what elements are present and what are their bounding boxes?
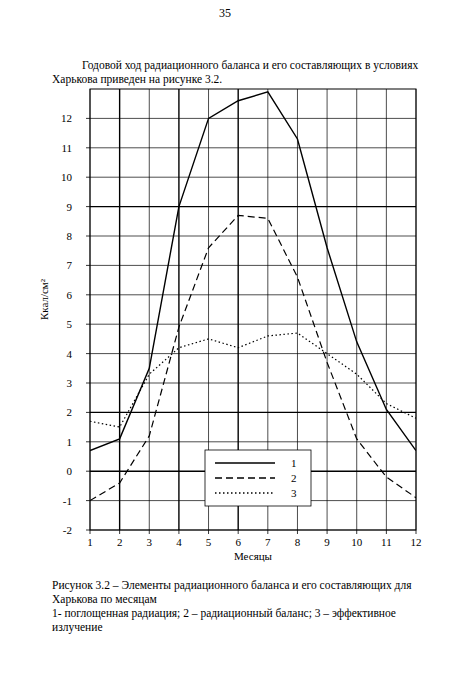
x-axis-label: Месяцы [234,550,273,562]
x-tick-label: 4 [176,536,182,548]
y-tick [86,118,90,119]
y-tick [86,236,90,237]
x-tick-label: 12 [411,536,422,548]
y-tick-label: 6 [67,289,73,301]
legend-label: 2 [291,472,297,484]
y-tick-label: -1 [63,495,72,507]
x-grid-line [356,89,357,530]
y-grid-line [90,353,416,354]
y-tick-label: 12 [61,112,72,124]
y-tick [86,353,90,354]
y-tick-label: 11 [61,142,72,154]
legend-swatch [215,492,275,493]
y-tick [86,206,90,207]
paragraph: Годовой ход радиационного баланса и его … [52,58,437,86]
y-grid-line [90,147,416,148]
x-tick-label: 5 [206,536,212,548]
legend-label: 3 [291,487,297,499]
series-group [90,92,416,501]
y-tick [86,441,90,442]
y-tick-label: 2 [67,406,73,418]
y-tick [86,147,90,148]
legend: 1 2 3 [205,450,311,506]
x-tick-label: 6 [235,536,241,548]
x-grid-line [386,89,387,530]
y-axis-label: Ккал/см² [38,278,50,320]
x-tick-label: 1 [87,536,93,548]
x-grid-line [327,89,328,530]
x-tick [297,530,298,534]
y-tick-label: 10 [61,171,73,183]
y-tick [86,324,90,325]
x-grid-line [149,89,150,530]
y-tick-label: 3 [67,377,73,389]
x-tick [356,530,357,534]
y-grid-line [90,118,416,119]
x-grid-line [178,89,179,530]
y-grid-line [90,177,416,178]
page-number: 35 [0,6,450,20]
y-grid-line [90,412,416,413]
x-tick [416,530,417,534]
x-tick-label: 9 [324,536,330,548]
y-tick [86,265,90,266]
y-grid-line [90,294,416,295]
y-grid-line [90,441,416,442]
x-tick [208,530,209,534]
caption: Рисунок 3.2 – Элементы радиационного бал… [52,578,437,606]
x-grid-line [119,89,120,530]
x-tick [386,530,387,534]
x-tick [149,530,150,534]
series-line [90,333,416,427]
y-tick [86,383,90,384]
legend-box [205,450,311,506]
x-tick [90,530,91,534]
x-tick [327,530,328,534]
y-tick-label: 9 [67,201,73,213]
plot-frame [90,89,416,530]
x-tick-label: 8 [295,536,301,548]
y-tick-label: 1 [67,436,73,448]
y-tick-label: 0 [67,465,73,477]
y-tick [86,471,90,472]
y-tick [86,294,90,295]
y-tick-label: -2 [63,524,72,536]
chart: -2-10123456789101112123456789101112Месяц… [0,0,450,686]
legend-label: 1 [291,457,297,469]
x-tick [178,530,179,534]
y-tick [86,177,90,178]
y-tick-label: 4 [67,348,73,360]
y-tick [86,412,90,413]
y-grid-line [90,324,416,325]
x-tick-label: 2 [117,536,123,548]
x-tick-label: 7 [265,536,271,548]
y-grid-line [90,383,416,384]
x-tick [267,530,268,534]
y-tick [86,530,90,531]
y-tick-label: 5 [67,318,73,330]
y-tick-label: 8 [67,230,73,242]
caption-legend: 1- поглощенная радиация; 2 – радиационны… [52,606,437,634]
legend-swatch [215,477,275,478]
x-tick-label: 11 [381,536,392,548]
grid [86,89,416,534]
y-grid-line [90,236,416,237]
x-tick [238,530,239,534]
x-tick [119,530,120,534]
y-tick-label: 7 [67,259,73,271]
x-tick-label: 3 [147,536,153,548]
x-tick-label: 10 [351,536,363,548]
y-grid-line [90,265,416,266]
legend-swatch [215,462,275,463]
y-tick [86,500,90,501]
series-line [90,92,416,451]
y-grid-line [90,206,416,207]
